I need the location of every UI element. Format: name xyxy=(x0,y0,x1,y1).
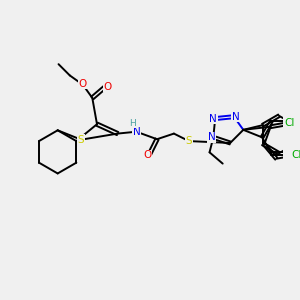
Text: O: O xyxy=(103,82,111,92)
Text: O: O xyxy=(143,150,152,160)
Text: N: N xyxy=(133,127,140,137)
Text: H: H xyxy=(129,119,136,128)
Text: O: O xyxy=(79,79,87,89)
Text: N: N xyxy=(208,132,215,142)
Text: N: N xyxy=(232,112,240,122)
Text: S: S xyxy=(186,136,192,146)
Text: Cl: Cl xyxy=(284,118,294,128)
Text: N: N xyxy=(209,114,217,124)
Text: S: S xyxy=(78,135,84,145)
Text: Cl: Cl xyxy=(292,151,300,160)
